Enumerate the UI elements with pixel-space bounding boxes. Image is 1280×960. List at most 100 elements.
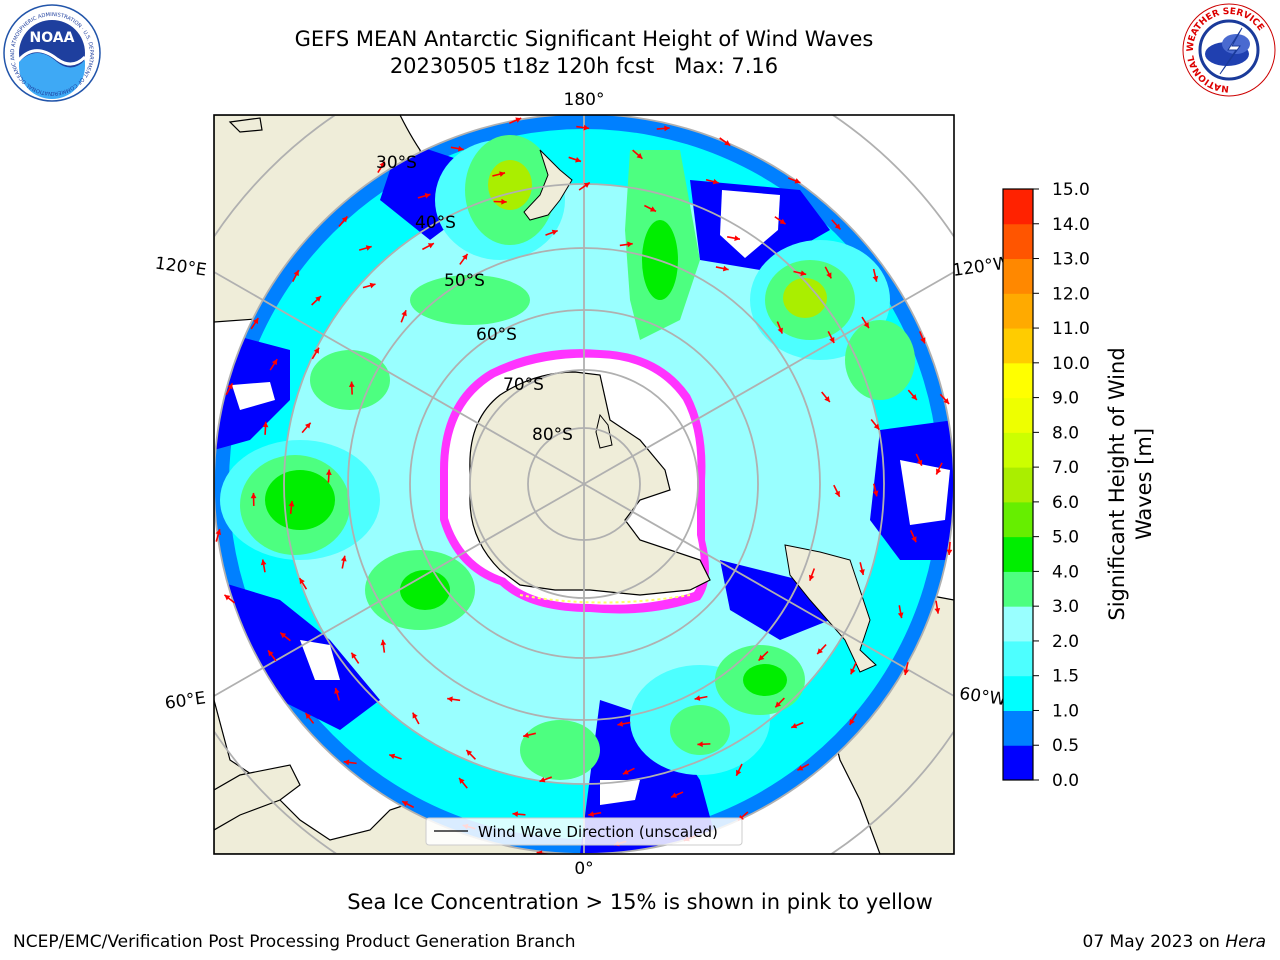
colorbar-tick-label: 3.0	[1052, 597, 1079, 617]
wave-direction-arrowhead	[943, 398, 950, 404]
colorbar-tick-label: 15.0	[1052, 180, 1090, 200]
wave-direction-arrowhead	[466, 750, 473, 756]
colorbar-tick-label: 6.0	[1052, 493, 1079, 513]
wave-direction-arrowhead	[305, 422, 311, 429]
wave-direction-arrowhead	[627, 241, 633, 248]
wave-direction-arrowhead	[215, 529, 222, 535]
colorbar-swatch	[1003, 432, 1033, 468]
wave-direction-arrowhead	[829, 336, 835, 343]
antarctica-land	[469, 371, 711, 596]
colorbar-tick-label: 10.0	[1052, 354, 1090, 374]
wave-direction-arrowhead	[369, 282, 376, 289]
colorbar-swatch	[1003, 223, 1033, 260]
wave-direction-arrowhead	[515, 117, 522, 123]
wave-direction-arrowhead	[849, 718, 855, 725]
wave-direction-arrowhead	[250, 492, 257, 499]
colorbar-swatch	[1003, 571, 1033, 607]
wave-direction-arrowhead	[791, 722, 798, 729]
wave-direction-arrowhead	[459, 777, 465, 784]
wave-direction-arrowhead	[834, 490, 840, 497]
colorbar-tick-label: 4.0	[1052, 562, 1079, 582]
wave-direction-arrowhead	[936, 468, 942, 475]
wave-direction-arrowhead	[380, 639, 387, 646]
wave-direction-arrowhead	[343, 759, 350, 766]
wave-direction-arrowhead	[523, 732, 529, 738]
wave-direction-arrowhead	[227, 383, 233, 390]
wave-direction-arrowhead	[911, 394, 917, 400]
wave-direction-arrowhead	[280, 632, 287, 639]
colorbar-swatch	[1003, 362, 1033, 399]
chart-title: GEFS MEAN Antarctic Significant Height o…	[0, 26, 1168, 80]
colorbar-tick-label: 12.0	[1052, 284, 1090, 304]
colorbar-swatch	[1003, 675, 1033, 711]
colorbar-swatch	[1003, 710, 1033, 746]
colorbar-label-line-1: Significant Height of Wind	[1105, 347, 1129, 620]
legend-label: Wind Wave Direction (unscaled)	[478, 823, 718, 841]
wave-direction-arrowhead	[412, 712, 418, 719]
wave-direction-arrowhead	[462, 253, 468, 260]
colorbar-swatch	[1003, 467, 1033, 503]
colorbar-swatch	[1003, 258, 1033, 294]
wave-direction-arrowhead	[824, 396, 830, 403]
wave-direction-arrowhead	[536, 850, 543, 854]
wave-direction-arrowhead	[817, 648, 823, 655]
map-legend: Wind Wave Direction (unscaled)	[425, 817, 743, 846]
colorbar-tick-label: 5.0	[1052, 528, 1079, 548]
wave-direction-arrowhead	[224, 594, 231, 601]
wave-direction-arrowhead	[588, 811, 594, 817]
map-frame	[213, 114, 955, 855]
south-america-tip	[784, 544, 877, 673]
colorbar-frame	[1002, 188, 1034, 781]
wave-direction-arrowhead	[911, 536, 917, 543]
wave-direction-arrowhead	[794, 178, 801, 184]
wave-direction-arrowhead	[946, 549, 953, 555]
wave-direction-arrowhead	[649, 206, 656, 212]
wave-direction-arrow	[208, 456, 211, 469]
wave-direction-arrowhead	[458, 145, 464, 152]
wave-direction-arrowhead	[800, 270, 807, 276]
noaa-logo-text: NOAA	[30, 30, 75, 46]
title-line-1: GEFS MEAN Antarctic Significant Height o…	[294, 27, 874, 51]
wave-direction-arrowhead	[873, 423, 880, 430]
colorbar-label: Significant Height of Wind Waves [m]	[1105, 347, 1156, 620]
colorbar-swatch	[1003, 745, 1033, 781]
wave-direction-arrowhead	[797, 765, 804, 771]
colorbar-tick-label: 9.0	[1052, 389, 1079, 409]
wave-direction-arrowhead	[934, 607, 941, 614]
colorbar-swatch	[1003, 189, 1033, 225]
footer-branch: NCEP/EMC/Verification Post Processing Pr…	[13, 932, 576, 952]
colorbar-swatch	[1003, 501, 1033, 538]
map-frame-content	[206, 115, 954, 854]
wave-direction-arrowhead	[758, 654, 765, 661]
wave-direction-arrowhead	[348, 381, 355, 387]
wave-direction-arrowhead	[551, 229, 558, 236]
colorbar-tick-label: 0.5	[1052, 736, 1079, 756]
wave-direction-arrowhead	[315, 296, 322, 302]
wave-direction-arrowhead	[389, 753, 396, 760]
nws-logo: NATIONAL WEATHER SERVICE	[1182, 3, 1276, 97]
wave-direction-arrowhead	[402, 801, 409, 807]
wave-direction-arrowhead	[777, 327, 783, 334]
lon-label-120e: 120°E	[154, 254, 208, 281]
colorbar-swatch	[1003, 397, 1033, 433]
wave-direction-arrowhead	[826, 272, 832, 279]
wave-direction-arrowhead	[872, 490, 879, 497]
wave-direction-arrowhead	[206, 456, 212, 462]
wave-direction-arrowhead	[859, 569, 865, 575]
colorbar: 0.0 0.5 1.0 1.5 2.0 3.0 4.0 5.0 6.0 7.0 8.0 9.0 10.0…	[1002, 180, 1156, 791]
wave-direction-arrowhead	[636, 153, 643, 159]
new-zealand-land	[523, 149, 573, 221]
wave-direction-arrowhead	[271, 359, 278, 366]
wave-direction-arrowhead	[575, 157, 582, 163]
colorbar-swatches	[1003, 189, 1033, 781]
wave-direction-arrowhead	[260, 559, 267, 566]
wave-direction-arrowhead	[617, 721, 624, 727]
wave-direction-arrowhead	[834, 223, 841, 230]
colorbar-ticks: 0.0 0.5 1.0 1.5 2.0 3.0 4.0 5.0 6.0 7.0 8.0 9.0 10.0…	[1033, 180, 1090, 791]
wave-direction-arrowhead	[341, 216, 348, 223]
wave-direction-arrowhead	[916, 459, 923, 466]
colorbar-swatch	[1003, 293, 1033, 329]
colorbar-swatch	[1003, 536, 1033, 572]
footer-machine: Hera	[1225, 932, 1266, 952]
